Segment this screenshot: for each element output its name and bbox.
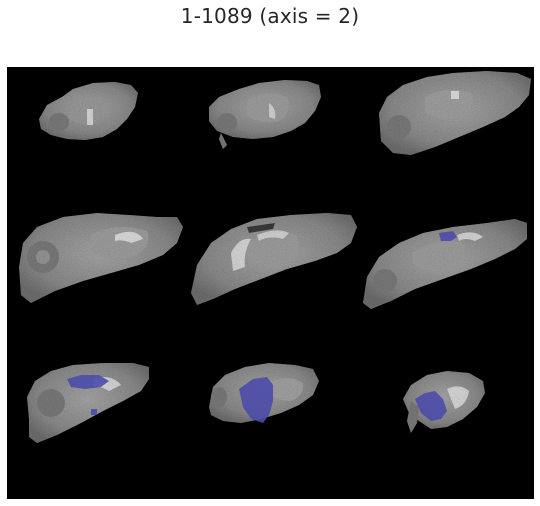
segmentation-overlay-7: [67, 375, 109, 415]
brain-slice-4: [19, 213, 183, 303]
segmentation-overlay-8: [239, 377, 273, 423]
mri-montage-panel: [7, 67, 534, 499]
brain-slice-1: [39, 82, 138, 140]
brain-slice-5: [191, 213, 357, 305]
segmentation-overlay-9: [415, 391, 447, 421]
mri-montage: [19, 71, 531, 443]
brain-slice-7: [27, 363, 149, 443]
brain-slice-2: [209, 80, 321, 149]
brain-slice-3: [379, 71, 531, 155]
brain-slice-6: [363, 219, 527, 309]
segmentation-overlay-6: [439, 231, 457, 241]
figure-title: 1-1089 (axis = 2): [180, 4, 360, 28]
